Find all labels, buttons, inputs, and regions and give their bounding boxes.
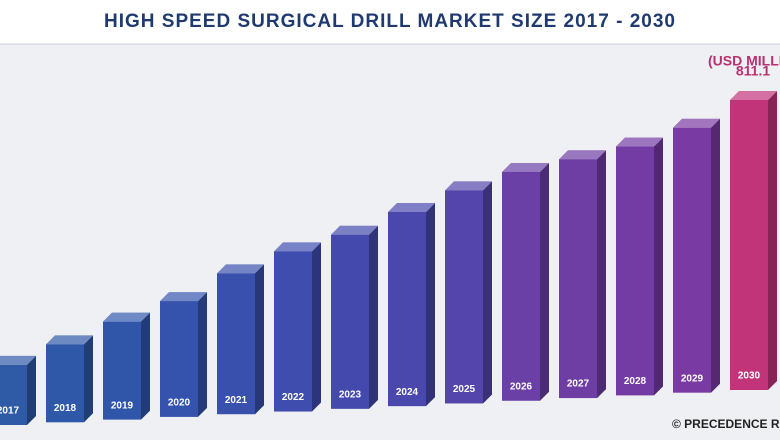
chart-title: HIGH SPEED SURGICAL DRILL MARKET SIZE 20… <box>104 11 676 32</box>
bar-top <box>160 292 207 302</box>
unit-label: (USD MILLIO <box>708 53 780 69</box>
bar <box>160 301 198 417</box>
x-tick-label: 2026 <box>510 381 533 392</box>
x-tick-label: 2019 <box>111 400 134 411</box>
bar <box>217 273 255 415</box>
bar-side-shade <box>654 137 663 396</box>
bar-top-light <box>274 242 321 252</box>
x-tick-label: 2022 <box>282 392 305 403</box>
bar-top <box>730 91 777 100</box>
bar-side-shade <box>711 118 720 393</box>
bar-side <box>483 181 492 404</box>
bar-top <box>445 181 492 191</box>
bar-top <box>559 150 606 160</box>
bar-side-shade <box>255 264 264 415</box>
bar-side-shade <box>426 203 435 407</box>
bar-side-shade <box>369 225 378 409</box>
bar <box>559 159 597 399</box>
bar-side <box>369 225 378 409</box>
bar <box>445 190 483 404</box>
bar-top-light <box>559 150 606 160</box>
source-credit: © PRECEDENCE RES <box>672 417 780 431</box>
bar-side <box>426 203 435 407</box>
x-tick-label: 2020 <box>168 398 191 409</box>
bar-side <box>540 162 549 401</box>
bar <box>730 100 768 390</box>
x-tick-label: 2025 <box>453 384 476 395</box>
bar-top <box>616 137 663 147</box>
bar-top <box>46 335 93 345</box>
title-band <box>0 0 780 44</box>
x-tick-label: 2029 <box>681 373 704 384</box>
bar-side-shade <box>198 292 207 417</box>
x-tick-label: 2028 <box>624 376 647 387</box>
bar-top-light <box>730 91 777 100</box>
bar-side <box>84 335 93 423</box>
bar-top <box>502 162 549 172</box>
bar-top-light <box>0 355 36 365</box>
bar-top-light <box>673 118 720 128</box>
bar-top-light <box>502 162 549 172</box>
bar-side <box>198 292 207 417</box>
x-tick-label: 2023 <box>339 389 362 400</box>
bar <box>388 212 426 407</box>
bar-side <box>768 91 777 390</box>
bar <box>673 127 711 393</box>
bar-top <box>0 355 36 365</box>
bar-top-light <box>217 264 264 274</box>
bar-top-light <box>445 181 492 191</box>
bar-top <box>274 242 321 252</box>
bar-top-light <box>616 137 663 147</box>
bar-side-shade <box>141 312 150 420</box>
bar-top <box>388 203 435 213</box>
bar-top <box>673 118 720 128</box>
x-tick-label: 2024 <box>396 387 419 398</box>
bar-side <box>654 137 663 396</box>
bar-top <box>103 312 150 322</box>
bar-top <box>217 264 264 274</box>
bar <box>46 344 84 423</box>
bar-side <box>711 118 720 393</box>
bar-top <box>331 225 378 235</box>
bar-side-shade <box>540 162 549 401</box>
bar-side <box>312 242 321 412</box>
bar-top-light <box>46 335 93 345</box>
x-tick-label: 2030 <box>738 371 761 382</box>
bar-side-shade <box>84 335 93 423</box>
x-tick-label: 2027 <box>567 379 590 390</box>
bar-side <box>27 355 36 425</box>
bar-side-shade <box>27 355 36 425</box>
bar <box>616 146 654 396</box>
bar <box>0 364 27 425</box>
bar-side <box>141 312 150 420</box>
bar-top-light <box>160 292 207 302</box>
bar-side-shade <box>768 91 777 390</box>
bar <box>274 251 312 412</box>
bar <box>331 234 369 409</box>
bar-top-light <box>331 225 378 235</box>
x-tick-label: 2017 <box>0 406 20 417</box>
bar-top-light <box>103 312 150 322</box>
bar-top-light <box>388 203 435 213</box>
bar <box>103 321 141 420</box>
bar <box>502 171 540 401</box>
bar-side-shade <box>483 181 492 404</box>
x-tick-label: 2021 <box>225 395 248 406</box>
bar-side <box>597 150 606 399</box>
x-tick-label: 2018 <box>54 403 77 414</box>
bar-side-shade <box>597 150 606 399</box>
value-label: 811.1 <box>736 63 770 79</box>
bar-side <box>255 264 264 415</box>
bar-side-shade <box>312 242 321 412</box>
